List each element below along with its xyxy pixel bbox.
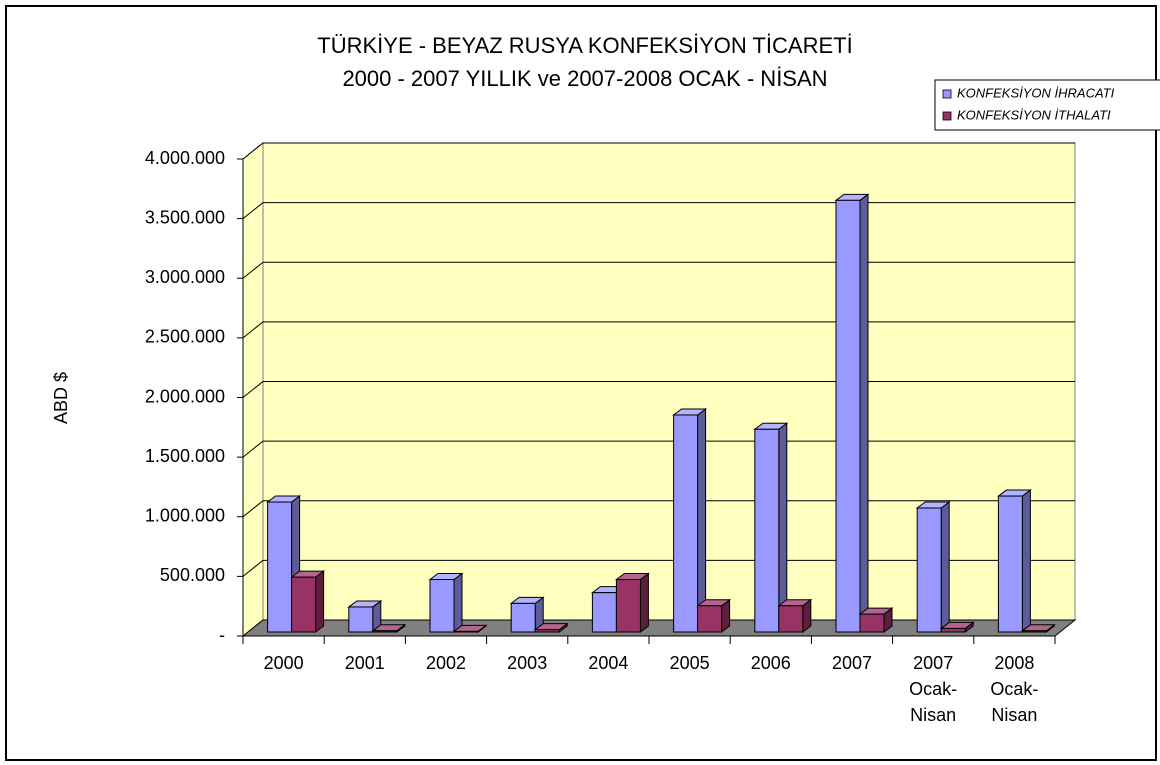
bar-side bbox=[1021, 489, 1031, 633]
legend-box bbox=[934, 79, 1160, 131]
x-tick-label: 2003 bbox=[507, 653, 548, 673]
grid-line bbox=[242, 559, 1075, 577]
bar bbox=[673, 414, 699, 633]
bar bbox=[372, 630, 398, 633]
bar bbox=[534, 629, 560, 633]
grid-line bbox=[242, 142, 1075, 160]
x-tick-label: 2004 bbox=[588, 653, 629, 673]
bar bbox=[453, 630, 479, 633]
y-tick-label: 2.000.000 bbox=[145, 386, 225, 406]
bar-side bbox=[940, 500, 950, 633]
bar bbox=[429, 579, 455, 633]
bar bbox=[291, 576, 317, 633]
bar bbox=[591, 592, 617, 633]
legend-label: KONFEKSİYON İTHALATI bbox=[957, 107, 1111, 122]
chart-title: TÜRKİYE - BEYAZ RUSYA KONFEKSİYON TİCARE… bbox=[317, 33, 852, 58]
grid-line bbox=[242, 440, 1075, 458]
bar-side bbox=[453, 572, 463, 633]
y-axis-label: ABD $ bbox=[51, 372, 71, 424]
bar bbox=[754, 428, 780, 633]
x-tick-label: 2006 bbox=[750, 653, 791, 673]
bar bbox=[859, 613, 885, 633]
y-tick-label: 3.000.000 bbox=[145, 267, 225, 287]
legend-label: KONFEKSİYON İHRACATI bbox=[957, 85, 1115, 100]
legend-swatch bbox=[942, 111, 952, 121]
y-tick-label: 2.500.000 bbox=[145, 327, 225, 347]
chart-subtitle: 2000 - 2007 YILLIK ve 2007-2008 OCAK - N… bbox=[342, 66, 827, 91]
legend: KONFEKSİYON İHRACATI KONFEKSİYON İTHALATI bbox=[934, 79, 1160, 131]
y-tick-label: - bbox=[219, 625, 225, 645]
bar bbox=[1021, 630, 1047, 633]
bar bbox=[267, 501, 293, 633]
y-tick-label: 500.000 bbox=[160, 565, 225, 585]
grid-line bbox=[242, 202, 1075, 220]
grid-line bbox=[242, 500, 1075, 518]
y-tick-label: 1.000.000 bbox=[145, 506, 225, 526]
bar-side bbox=[697, 407, 707, 633]
y-tick-label: 3.500.000 bbox=[145, 207, 225, 227]
bar bbox=[697, 605, 723, 633]
y-tick-label: 1.500.000 bbox=[145, 446, 225, 466]
bar bbox=[835, 199, 861, 633]
bar-side bbox=[639, 572, 649, 633]
x-tick-label: 2007 Ocak-Nisan bbox=[909, 653, 958, 725]
bar-side bbox=[315, 570, 325, 633]
bar bbox=[778, 605, 804, 633]
x-tick-label: 2000 bbox=[263, 653, 304, 673]
bar bbox=[997, 495, 1023, 633]
x-tick-label: 2007 bbox=[831, 653, 873, 673]
bar bbox=[510, 602, 536, 633]
bar-side bbox=[859, 193, 869, 633]
bar bbox=[348, 606, 374, 633]
x-tick-label: 2008 Ocak-Nisan bbox=[990, 653, 1039, 725]
x-tick-label: 2005 bbox=[669, 653, 710, 673]
bar bbox=[916, 507, 942, 633]
grid-line bbox=[242, 261, 1075, 279]
bar bbox=[615, 579, 641, 633]
legend-swatch bbox=[942, 89, 952, 99]
y-tick-label: 4.000.000 bbox=[145, 148, 225, 168]
x-tick-label: 2002 bbox=[425, 653, 467, 673]
x-tick-label: 2001 bbox=[344, 653, 385, 673]
grid-line bbox=[242, 321, 1075, 339]
grid-line bbox=[242, 381, 1075, 398]
bar bbox=[940, 627, 966, 633]
